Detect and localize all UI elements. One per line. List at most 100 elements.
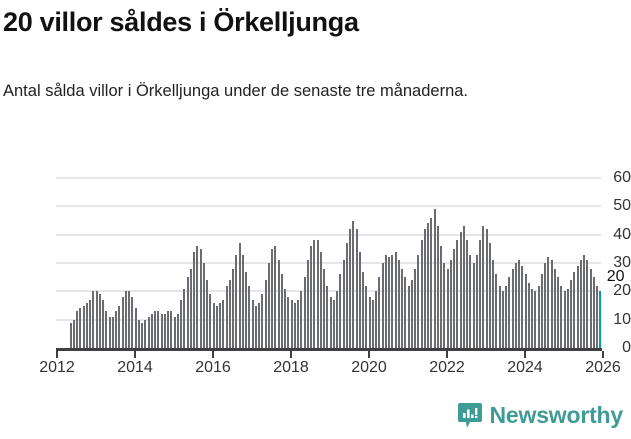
bar bbox=[290, 299, 293, 348]
bar bbox=[550, 260, 553, 348]
bar bbox=[417, 254, 420, 348]
bar bbox=[150, 314, 153, 348]
bar bbox=[479, 240, 482, 348]
bar bbox=[131, 297, 134, 348]
bar bbox=[141, 322, 144, 348]
bar bbox=[209, 294, 212, 348]
bar bbox=[277, 260, 280, 348]
bar bbox=[332, 299, 335, 348]
bar bbox=[540, 274, 543, 348]
bar bbox=[404, 277, 407, 348]
bar bbox=[579, 260, 582, 348]
bar bbox=[349, 229, 352, 348]
bar bbox=[596, 285, 599, 348]
bar bbox=[326, 285, 329, 348]
bar bbox=[423, 229, 426, 348]
bar bbox=[414, 268, 417, 348]
bar bbox=[238, 243, 241, 348]
bar bbox=[293, 302, 296, 348]
x-tick-label: 2024 bbox=[507, 359, 543, 376]
x-tick bbox=[134, 351, 136, 358]
bar bbox=[563, 291, 566, 348]
x-tick-label: 2018 bbox=[273, 359, 309, 376]
bar bbox=[170, 311, 173, 348]
bar bbox=[154, 311, 157, 348]
bar bbox=[375, 291, 378, 348]
bar bbox=[462, 226, 465, 348]
bar bbox=[102, 299, 105, 348]
grid-line bbox=[56, 262, 601, 264]
grid-line bbox=[56, 233, 601, 236]
x-tick bbox=[368, 351, 370, 358]
bar bbox=[280, 274, 283, 348]
bar bbox=[492, 260, 495, 348]
bar-chart: 0 10 20 30 40 50 60 2012 2014 2016 2018 2020 2022 20… bbox=[0, 165, 631, 390]
footer: Newsworthy bbox=[0, 400, 631, 439]
bar bbox=[89, 299, 92, 348]
bar bbox=[378, 277, 381, 348]
x-tick-label: 2022 bbox=[429, 359, 465, 376]
grid-line bbox=[56, 290, 601, 293]
bar bbox=[391, 254, 394, 348]
bar bbox=[430, 217, 433, 348]
bar bbox=[342, 260, 345, 348]
bar bbox=[267, 263, 270, 348]
bar bbox=[300, 291, 303, 348]
bar bbox=[76, 311, 79, 348]
bar bbox=[394, 251, 397, 348]
bar bbox=[498, 285, 501, 348]
bar bbox=[222, 299, 225, 348]
bar bbox=[160, 314, 163, 348]
bar bbox=[352, 220, 355, 348]
bar bbox=[121, 297, 124, 348]
bar bbox=[589, 268, 592, 348]
bar bbox=[521, 265, 524, 348]
bar bbox=[345, 243, 348, 348]
bar bbox=[241, 254, 244, 348]
axis-baseline bbox=[56, 348, 602, 351]
bar bbox=[531, 288, 534, 348]
bar bbox=[573, 271, 576, 348]
bar bbox=[193, 251, 196, 348]
bar bbox=[446, 268, 449, 348]
bar bbox=[303, 277, 306, 348]
x-tick-label: 2026 bbox=[585, 359, 621, 376]
bar bbox=[108, 316, 111, 348]
x-tick-label: 2012 bbox=[39, 359, 75, 376]
bar bbox=[219, 302, 222, 348]
bar-chart-bubble-icon bbox=[457, 402, 482, 429]
bar bbox=[524, 274, 527, 348]
bar bbox=[537, 285, 540, 348]
bar bbox=[449, 260, 452, 348]
bar bbox=[306, 260, 309, 348]
bar bbox=[407, 285, 410, 348]
bar bbox=[134, 308, 137, 348]
bar bbox=[488, 243, 491, 348]
y-tick-label: 10 bbox=[613, 310, 631, 328]
bar bbox=[147, 316, 150, 348]
grid-line bbox=[56, 177, 601, 179]
bar bbox=[505, 285, 508, 348]
bar bbox=[443, 263, 446, 348]
bar bbox=[196, 246, 199, 348]
bar bbox=[137, 319, 140, 348]
bar bbox=[248, 285, 251, 348]
bar bbox=[212, 302, 215, 348]
bar bbox=[228, 280, 231, 348]
newsworthy-logo[interactable]: Newsworthy bbox=[457, 402, 623, 429]
bar bbox=[254, 305, 257, 348]
bar bbox=[456, 240, 459, 348]
bar bbox=[163, 314, 166, 348]
bar bbox=[566, 288, 569, 348]
bar bbox=[258, 302, 261, 348]
bar bbox=[79, 308, 82, 348]
bar bbox=[576, 265, 579, 348]
bar bbox=[202, 263, 205, 348]
bar bbox=[69, 322, 72, 348]
bar bbox=[183, 288, 186, 348]
bar bbox=[336, 291, 339, 348]
bar bbox=[410, 280, 413, 348]
bar bbox=[316, 240, 319, 348]
bar bbox=[225, 285, 228, 348]
bar bbox=[586, 260, 589, 348]
